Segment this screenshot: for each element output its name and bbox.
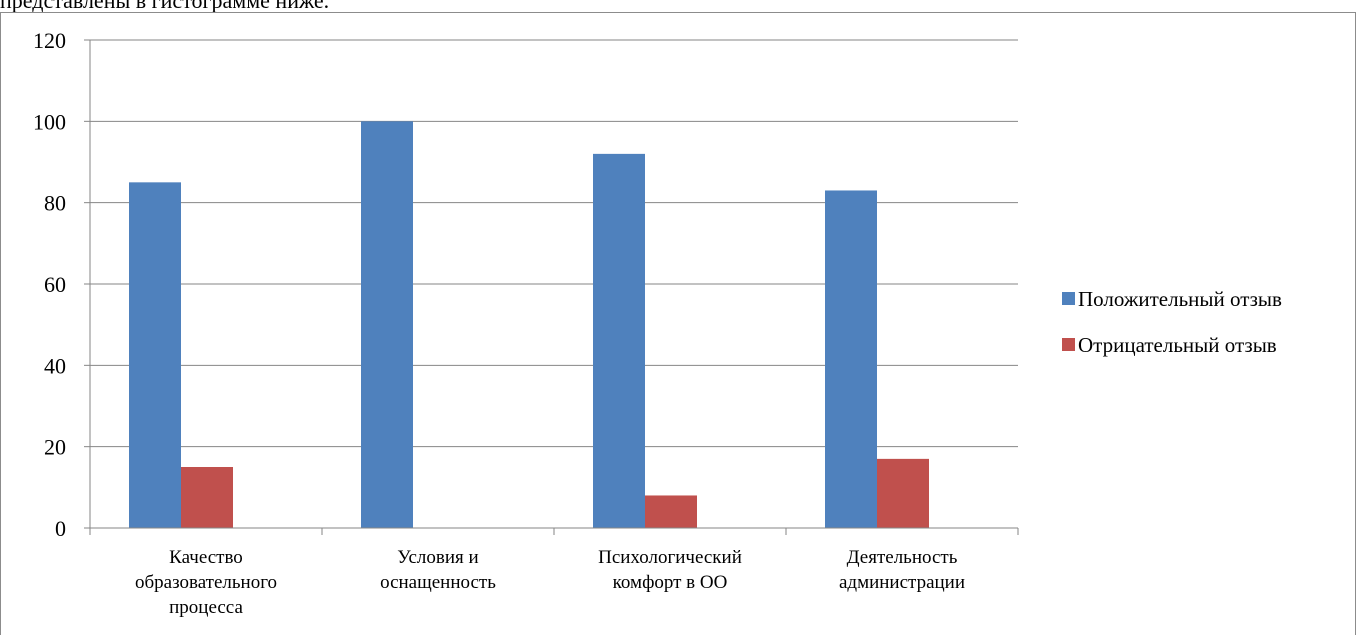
legend-swatch-0 bbox=[1062, 292, 1075, 305]
y-tick-label: 120 bbox=[33, 28, 66, 53]
legend: Положительный отзыв Отрицательный отзыв bbox=[1062, 287, 1282, 357]
tick-labels: 0 20 40 60 80 100 120 Качество образовательного п… bbox=[33, 28, 965, 618]
bar-s1-c0 bbox=[181, 467, 233, 528]
x-tick-label: Деятельность администрации bbox=[839, 547, 965, 593]
y-tick-label: 20 bbox=[44, 435, 66, 460]
intro-text: представлены в гистограмме ниже. bbox=[0, 0, 330, 13]
legend-swatch-1 bbox=[1062, 338, 1075, 351]
x-tick-label: Качество образовательного процесса bbox=[135, 547, 277, 618]
y-tick-label: 80 bbox=[44, 191, 66, 216]
bar-s0-c3 bbox=[825, 190, 877, 528]
y-tick-label: 100 bbox=[33, 109, 66, 134]
y-tick-label: 60 bbox=[44, 272, 66, 297]
x-tick-label: Условия и оснащенность bbox=[380, 547, 496, 593]
bar-s1-c3 bbox=[877, 458, 929, 528]
legend-label-0: Положительный отзыв bbox=[1078, 287, 1282, 311]
bar-s0-c0 bbox=[129, 182, 181, 529]
y-tick-label: 0 bbox=[55, 516, 66, 541]
x-tick-label: Психологический комфорт в ОО bbox=[598, 547, 742, 593]
bar-s0-c1 bbox=[361, 121, 413, 528]
chart-frame bbox=[0, 12, 1356, 635]
legend-label-1: Отрицательный отзыв bbox=[1078, 333, 1277, 357]
gridlines bbox=[90, 39, 1018, 448]
bar-s1-c2 bbox=[645, 495, 697, 528]
axes bbox=[84, 39, 1019, 535]
bars bbox=[129, 121, 929, 529]
y-tick-label: 40 bbox=[44, 353, 66, 378]
bar-s0-c2 bbox=[593, 153, 645, 528]
